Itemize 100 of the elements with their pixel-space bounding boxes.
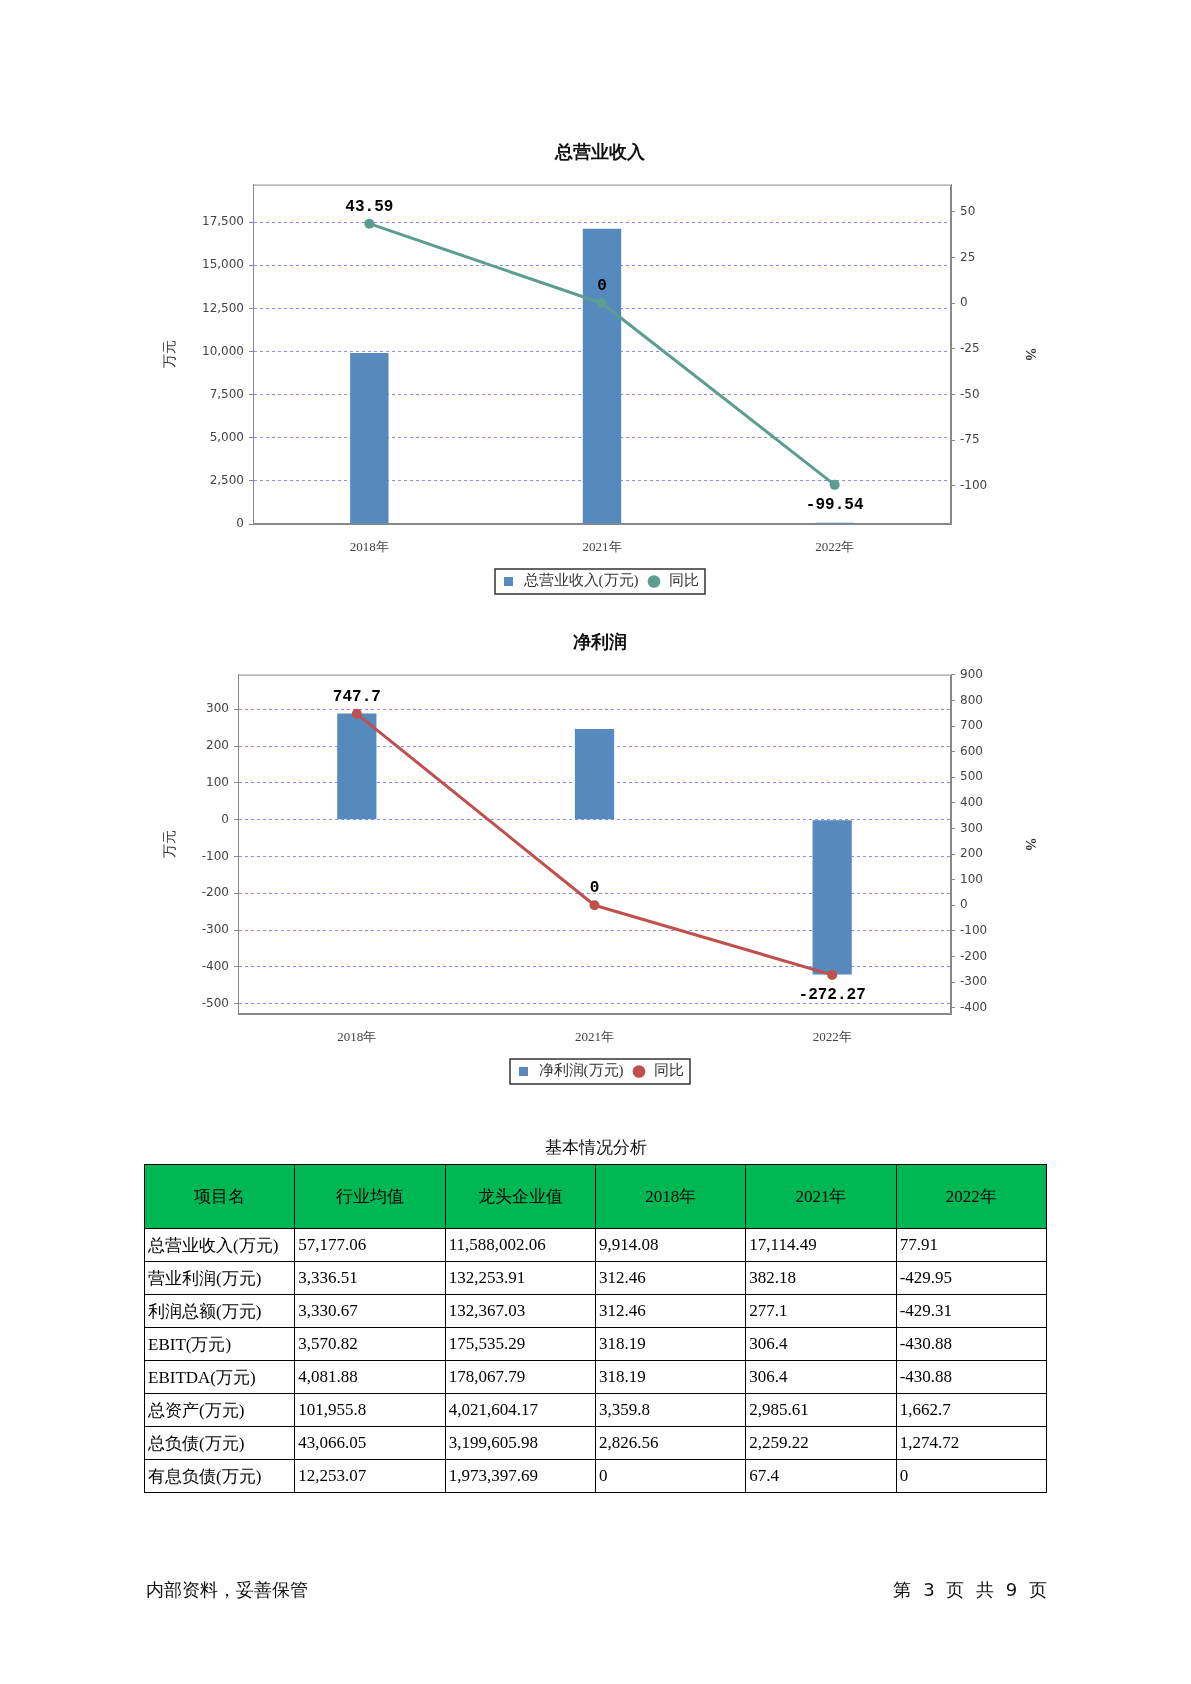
text: 4,021,604.17 (448, 1400, 538, 1419)
category-label: 2018年 (595, 1164, 746, 1229)
text: 1,662.7 (899, 1400, 951, 1419)
y2-tick-label: 0 (960, 295, 968, 310)
text: 基本情况分析 (543, 1137, 648, 1159)
y-tick-label: 10,000 (202, 343, 244, 358)
point (589, 900, 600, 911)
category-label: 营业利润(万元) (148, 1268, 262, 1288)
y2-tick-label: 800 (960, 692, 983, 707)
text: 3,359.8 (598, 1400, 650, 1419)
data-label: 0 (597, 277, 607, 296)
text: 318.19 (598, 1367, 646, 1386)
y-tick-label: 7,500 (209, 386, 244, 401)
y2-tick-label: -400 (960, 999, 988, 1014)
y-tick-label: -400 (201, 959, 229, 974)
category-label: EBITDA(万元) (148, 1367, 256, 1387)
data-label: 0 (589, 879, 600, 898)
text: 11,588,002.06 (448, 1235, 546, 1254)
y-tick-label: 15,000 (202, 257, 244, 272)
text: 132,253.91 (448, 1268, 526, 1287)
y2-tick-label: 400 (960, 794, 983, 809)
chart-title: 总营业收入 (554, 141, 646, 163)
text: 项目名 (144, 1164, 295, 1229)
text: 57,177.06 (298, 1235, 367, 1254)
text: 9,914.08 (598, 1235, 659, 1254)
x-tick-label: 2021年 (575, 1029, 614, 1045)
y-tick-label: 200 (206, 738, 229, 753)
point (351, 708, 362, 719)
text: 0 (598, 1466, 608, 1485)
y2-axis-title: % (1022, 837, 1038, 852)
y2-tick-label: 100 (960, 871, 983, 886)
text: -429.31 (899, 1301, 953, 1320)
data-label: -272.27 (798, 985, 866, 1004)
text: 1,274.72 (899, 1433, 960, 1452)
y2-tick-label: 600 (960, 743, 983, 758)
y2-tick-label: 500 (960, 769, 983, 784)
y-tick-label: -100 (201, 848, 229, 863)
text: 277.1 (749, 1301, 788, 1320)
bar (337, 713, 377, 820)
legend-label: 总营业收入(万元) (522, 572, 639, 590)
text: 132,367.03 (448, 1301, 526, 1320)
y2-tick-label: 25 (960, 249, 976, 264)
point (364, 218, 375, 229)
category-label: 龙头企业值 (445, 1164, 596, 1229)
y-tick-label: -300 (201, 922, 229, 937)
category-label: 2022年 (896, 1164, 1047, 1229)
x-tick-label: 2022年 (812, 1029, 852, 1045)
text: 3,336.51 (298, 1268, 358, 1287)
data-label: -99.54 (805, 495, 864, 514)
legend-label: 同比 (654, 1062, 684, 1079)
category-label: 2021年 (745, 1164, 897, 1229)
text: 43,066.05 (298, 1433, 367, 1452)
text: -429.95 (899, 1268, 953, 1287)
category-label: 行业均值 (294, 1164, 446, 1229)
category-label: 总资产(万元) (148, 1400, 245, 1420)
legend-label: 净利润(万元) (538, 1062, 624, 1080)
legend-label: 同比 (669, 572, 699, 589)
y-tick-label: 12,500 (202, 300, 244, 315)
y-tick-label: 2,500 (209, 473, 244, 488)
bar (350, 353, 389, 524)
point (597, 298, 607, 309)
text: 2,985.61 (749, 1400, 809, 1419)
x-tick-label: 2018年 (349, 539, 389, 555)
y2-tick-label: -100 (960, 477, 988, 492)
y2-tick-label: 0 (960, 897, 968, 912)
y2-tick-label: 300 (960, 820, 983, 835)
y-tick-label: 100 (206, 774, 229, 789)
bar (574, 729, 615, 820)
y2-axis-title: % (1022, 347, 1038, 362)
data-label: 747.7 (332, 687, 381, 706)
category-label: 总负债(万元) (148, 1433, 245, 1453)
text: 306.4 (749, 1367, 788, 1386)
y-tick-label: 5,000 (209, 429, 244, 444)
y2-tick-label: 700 (960, 718, 983, 733)
text: 第 3 页 共 9 页 (893, 1578, 1047, 1602)
bar (812, 820, 852, 975)
text: 3,199,605.98 (448, 1433, 538, 1452)
text: 178,067.79 (448, 1367, 526, 1386)
text: 382.18 (749, 1268, 797, 1287)
y-tick-label: 0 (221, 811, 229, 826)
x-tick-label: 2022年 (815, 539, 855, 555)
text: 175,535.29 (448, 1334, 526, 1353)
category-label: 总营业收入(万元) (148, 1235, 279, 1255)
y2-tick-label: 50 (960, 204, 976, 219)
y2-tick-label: -300 (960, 974, 988, 989)
x-tick-label: 2021年 (582, 539, 622, 555)
text: 3,330.67 (298, 1301, 358, 1320)
text: 306.4 (749, 1334, 788, 1353)
y-tick-label: 17,500 (202, 214, 244, 229)
text: 77.91 (899, 1235, 938, 1254)
text: 内部资料，妥善保管 (146, 1578, 308, 1602)
text: 318.19 (598, 1334, 646, 1353)
point (827, 969, 838, 980)
y-tick-label: -200 (201, 885, 229, 900)
text: 12,253.07 (298, 1466, 367, 1485)
y2-tick-label: 900 (960, 666, 983, 681)
y2-tick-label: -75 (960, 432, 980, 447)
text: 2,826.56 (598, 1433, 659, 1452)
text: 312.46 (598, 1301, 646, 1320)
y2-tick-label: -50 (960, 386, 980, 401)
